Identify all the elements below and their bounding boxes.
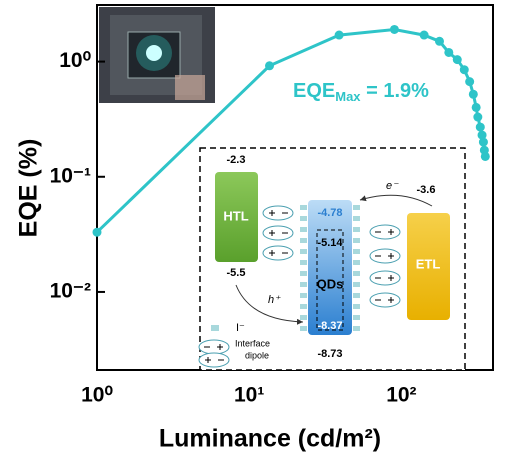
iodide (300, 216, 307, 221)
annotation: EQEMax = 1.9% (293, 80, 429, 104)
dipole-icon (262, 245, 294, 261)
iodide (353, 249, 360, 254)
y-axis-label: EQE (%) (15, 139, 43, 238)
qds-inner-bottom: -8.37 (317, 320, 342, 332)
data-point (475, 122, 485, 132)
data-point (473, 112, 483, 122)
energy-diagram (198, 147, 466, 371)
data-point (444, 47, 454, 57)
dipole-icon (262, 225, 294, 241)
qds-label: QDs (317, 276, 344, 291)
etl-label: ETL (416, 256, 441, 271)
qds-inner-top: -5.14 (317, 237, 343, 249)
dipole-icon (369, 224, 401, 240)
iodide (300, 304, 307, 309)
data-point (477, 130, 487, 140)
dipole-shape (262, 225, 294, 241)
dipole-shape (198, 352, 230, 368)
data-point (265, 61, 275, 71)
iodide (353, 216, 360, 221)
iodide (300, 205, 307, 210)
iodide (353, 227, 360, 232)
annotation-sub: Max (335, 89, 361, 104)
data-point (465, 77, 475, 87)
y-tick-label: 10⁻² (50, 279, 91, 302)
iodide (353, 238, 360, 243)
data-point (334, 30, 344, 40)
data-point (434, 36, 444, 46)
dipole-shape (369, 292, 401, 308)
dipole-shape (369, 270, 401, 286)
data-point (452, 55, 462, 65)
iodide (353, 260, 360, 265)
diagram-labels: -2.3 HTL -5.5 -4.78 -5.14 QDs -8.37 -8.7… (223, 154, 440, 360)
y-tick-label: 10⁻¹ (50, 164, 91, 187)
dipole-shape (262, 205, 294, 221)
data-point (389, 24, 399, 34)
iodide (300, 260, 307, 265)
iodide (300, 293, 307, 298)
y-tick-label: 10⁰ (59, 49, 91, 72)
iodide (300, 238, 307, 243)
annotation-text: EQE (293, 80, 335, 102)
legend-dipole-1: Interface (235, 338, 270, 348)
iodide (300, 326, 307, 331)
iodide (300, 282, 307, 287)
htl-label: HTL (223, 208, 248, 223)
dipole-icon (198, 352, 230, 368)
legend-dipole-2: dipole (245, 350, 269, 360)
iodide (353, 304, 360, 309)
dipole-shape (369, 248, 401, 264)
data-point (468, 89, 478, 99)
data-point (478, 137, 488, 147)
iodide (353, 205, 360, 210)
photo-inset (99, 7, 215, 103)
data-point (480, 151, 490, 161)
data-point (419, 30, 429, 40)
htl-top: -2.3 (227, 154, 246, 166)
dipole-shape (198, 339, 230, 355)
dipole-icon (198, 339, 230, 355)
iodide (353, 271, 360, 276)
iodide (300, 249, 307, 254)
iodide (300, 315, 307, 320)
data-point (471, 102, 481, 112)
electron-label: e⁻ (386, 180, 399, 192)
dipole-icon (369, 270, 401, 286)
dipole-shape (369, 224, 401, 240)
x-tick-label: 10¹ (234, 384, 264, 407)
qds-top: -4.78 (317, 207, 342, 219)
dipole-icon (262, 205, 294, 221)
x-tick-label: 10² (386, 384, 416, 407)
iodide (353, 293, 360, 298)
iodide (300, 227, 307, 232)
dipole-icon (369, 292, 401, 308)
x-tick-label: 10⁰ (81, 384, 113, 407)
iodide (353, 282, 360, 287)
annotation-rest: = 1.9% (361, 80, 430, 102)
dipole-icon (369, 248, 401, 264)
etl-top: -3.6 (417, 184, 436, 196)
data-point (459, 65, 469, 75)
qds-bottom: -8.73 (317, 348, 342, 360)
iodide (300, 271, 307, 276)
hole-label: h⁺ (268, 294, 281, 306)
iodide (353, 315, 360, 320)
x-axis-label: Luminance (cd/m²) (159, 425, 381, 453)
data-point (92, 227, 102, 237)
htl-bottom: -5.5 (227, 267, 246, 279)
dipole-shape (262, 245, 294, 261)
iodide (353, 326, 360, 331)
legend-iodide: I⁻ (236, 322, 245, 334)
